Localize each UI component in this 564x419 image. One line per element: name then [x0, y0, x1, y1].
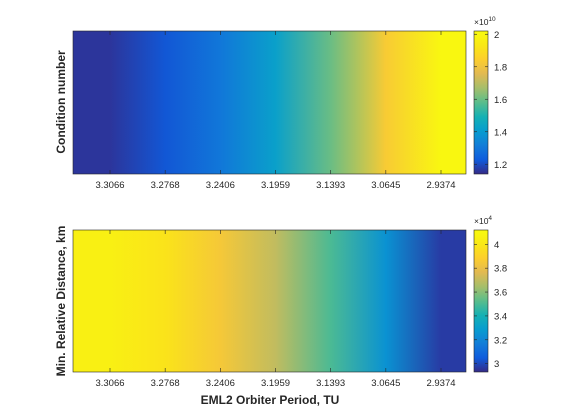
- x-tick-label: 3.2406: [206, 180, 235, 191]
- colorbar-tick-label: 1.4: [494, 127, 507, 138]
- colorbar-box-bottom: [473, 229, 489, 373]
- y-axis-label-min-relative-distance: Min. Relative Distance, km: [54, 226, 68, 377]
- colorbar-tick-label: 1.6: [494, 95, 507, 106]
- x-tick-label: 3.3066: [95, 378, 124, 389]
- x-tick-label: 3.0645: [371, 180, 400, 191]
- colorbar-ticks-bottom: 3 3.2 3.4 3.6 3.8 4: [474, 240, 507, 370]
- x-axis-label-eml2-orbiter-period: EML2 Orbiter Period, TU: [201, 393, 340, 407]
- x-tick-label: 2.9374: [426, 180, 455, 191]
- colorbar-min-relative-distance: [474, 230, 488, 372]
- colorbar-tick-label: 3.6: [494, 288, 507, 299]
- colorbar-box-top: [473, 30, 489, 175]
- axes-box-bottom: [72, 229, 467, 373]
- heatmap-condition-number: [73, 31, 466, 174]
- x-tick-label: 3.2406: [206, 378, 235, 389]
- colorbar-tick-label: 2: [494, 30, 499, 41]
- colorbar-tick-label: 3.4: [494, 311, 507, 322]
- x-tick-label: 3.3066: [95, 180, 124, 191]
- colorbar-tick-label: 1.2: [494, 160, 507, 171]
- colorbar-tick-label: 3: [494, 359, 499, 370]
- x-tick-label: 3.1959: [261, 180, 290, 191]
- colorbar-tick-label: 3.8: [494, 264, 507, 275]
- x-tick-label: 3.2768: [151, 378, 180, 389]
- x-ticks-bottom: 3.3066 3.2768 3.2406 3.1959 3.1393 3.0645 2.93…: [95, 230, 456, 389]
- x-tick-label: 3.1393: [316, 378, 345, 389]
- colorbar-tick-label: 3.2: [494, 335, 507, 346]
- axes-box-top: [72, 30, 467, 175]
- colorbar-ticks-top: 1.2 1.4 1.6 1.8 2: [474, 30, 507, 171]
- x-tick-label: 3.2768: [151, 180, 180, 191]
- heatmap-min-relative-distance: [73, 230, 466, 372]
- colorbar-tick-label: 4: [494, 240, 499, 251]
- panel-min-relative-distance: 3.3066 3.2768 3.2406 3.1959 3.1393 3.0645 2.93…: [54, 215, 507, 407]
- x-tick-label: 2.9374: [426, 378, 455, 389]
- x-ticks-top: 3.3066 3.2768 3.2406 3.1959 3.1393 3.0645 2.93…: [95, 31, 456, 191]
- x-tick-label: 3.1959: [261, 378, 290, 389]
- x-tick-label: 3.1393: [316, 180, 345, 191]
- y-axis-label-condition-number: Condition number: [54, 50, 68, 154]
- panel-condition-number: 3.3066 3.2768 3.2406 3.1959 3.1393 3.0645 2.93…: [54, 16, 507, 191]
- colorbar-exponent-bottom: ×104: [474, 215, 492, 226]
- colorbar-condition-number: [474, 31, 488, 174]
- colorbar-exponent-top: ×1010: [474, 16, 496, 27]
- x-tick-label: 3.0645: [371, 378, 400, 389]
- colorbar-tick-label: 1.8: [494, 62, 507, 73]
